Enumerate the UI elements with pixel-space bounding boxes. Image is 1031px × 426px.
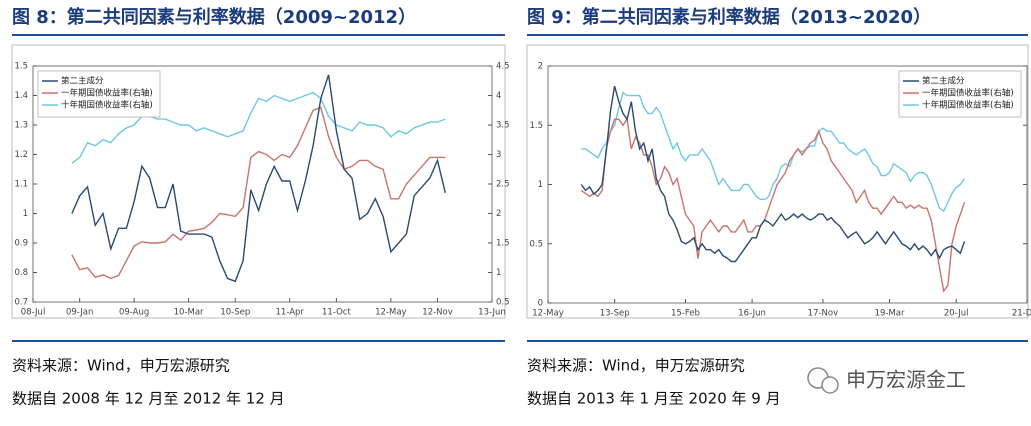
legend-label: 十年期国债收益率(右轴): [922, 100, 1014, 111]
x-tick-label: 20-Jul: [944, 309, 969, 319]
legend-label: 第二主成分: [61, 76, 104, 87]
y-tick-label: 1.5: [529, 121, 543, 131]
series-line: [71, 74, 446, 283]
y2-tick-label: 3.5: [496, 121, 510, 131]
y-tick-label: 1: [538, 180, 543, 190]
series-line: [71, 106, 446, 280]
figure-title: 图 8：第二共同因素与利率数据（2009~2012）: [12, 6, 416, 28]
x-tick-label: 10-Sep: [220, 308, 250, 318]
x-tick-label: 19-Mar: [875, 309, 905, 319]
x-tick-label: 12-May: [375, 308, 406, 318]
series-line: [71, 91, 446, 164]
y2-tick-label: 2: [496, 209, 501, 219]
series-line: [581, 91, 966, 213]
source: 资料来源：Wind，申万宏源研究: [527, 357, 745, 375]
legend-box: [898, 70, 1022, 118]
series-line: [580, 85, 966, 263]
watermark-text: 申万宏源金工: [846, 368, 966, 392]
x-tick-label: 13-Jun: [478, 308, 506, 318]
x-tick-label: 11-Oct: [322, 308, 351, 318]
watermark-icon: [821, 376, 839, 394]
y-tick-label: 1.1: [14, 180, 28, 190]
chart-frame: [11, 44, 506, 319]
x-tick-label: 15-Feb: [671, 309, 700, 319]
watermark: 申万宏源金工: [807, 367, 966, 394]
y-tick-label: 1.3: [14, 121, 28, 131]
y2-tick-label: 0.5: [496, 298, 510, 308]
legend-label: 一年期国债收益率(右轴): [922, 88, 1014, 99]
x-tick-label: 21-Dec: [1012, 309, 1031, 319]
y-tick-label: 0: [538, 299, 543, 309]
x-tick-label: 10-Mar: [174, 308, 204, 318]
x-tick-label: 09-Aug: [119, 308, 149, 318]
y2-tick-label: 4: [496, 91, 501, 101]
y-tick-label: 1: [23, 209, 28, 219]
x-tick-label: 08-Jul: [21, 308, 46, 318]
y-tick-label: 2: [538, 62, 543, 72]
note: 数据自 2013 年 1 月至 2020 年 9 月: [527, 390, 781, 408]
y-tick-label: 0.8: [14, 268, 28, 278]
y-tick-label: 1.2: [14, 150, 28, 160]
y-tick-label: 1.5: [14, 62, 28, 72]
y-tick-label: 0.5: [529, 239, 543, 249]
x-tick-label: 11-Apr: [276, 308, 305, 318]
y-tick-label: 0.9: [14, 239, 28, 249]
x-tick-label: 12-Nov: [422, 308, 452, 318]
y2-tick-label: 2.5: [496, 180, 510, 190]
x-tick-label: 13-Sep: [600, 309, 630, 319]
legend-label: 十年期国债收益率(右轴): [61, 100, 153, 111]
y-tick-label: 0.7: [14, 298, 28, 308]
legend-box: [37, 70, 161, 118]
figure-title: 图 9：第二共同因素与利率数据（2013~2020）: [527, 6, 931, 28]
x-tick-label: 09-Jan: [66, 308, 93, 318]
series-line: [580, 117, 966, 293]
x-tick-label: 17-Nov: [808, 309, 838, 319]
y2-tick-label: 3: [496, 150, 501, 160]
y-tick-label: 1.4: [14, 91, 28, 101]
note: 数据自 2008 年 12 月至 2012 年 12 月: [12, 390, 285, 408]
y2-tick-label: 4.5: [496, 62, 510, 72]
x-tick-label: 12-May: [532, 309, 563, 319]
legend-label: 一年期国债收益率(右轴): [61, 88, 153, 99]
y2-tick-label: 1.5: [496, 239, 510, 249]
x-tick-label: 16-Jun: [738, 309, 766, 319]
source: 资料来源：Wind，申万宏源研究: [12, 357, 230, 375]
legend-label: 第二主成分: [922, 76, 965, 87]
chart-frame: [526, 44, 1029, 319]
y2-tick-label: 1: [496, 268, 501, 278]
